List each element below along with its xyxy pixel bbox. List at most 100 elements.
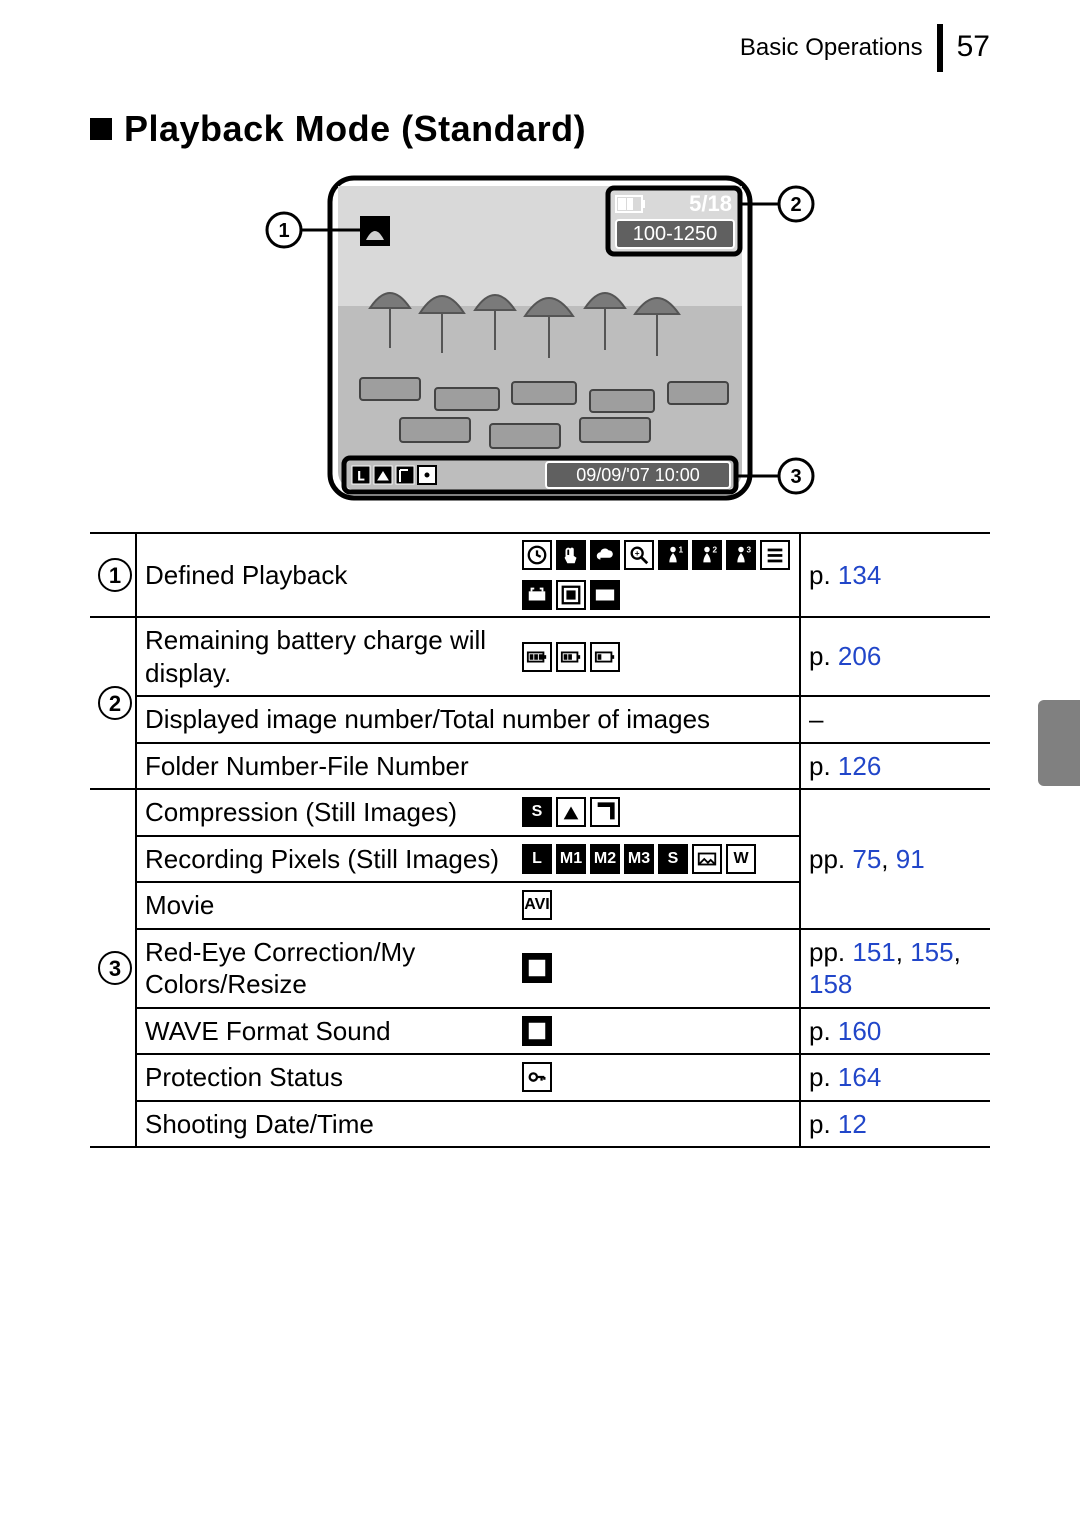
page-ref[interactable]: 126 bbox=[838, 751, 881, 781]
page-ref[interactable]: 158 bbox=[809, 969, 852, 999]
row-label: Shooting Date/Time bbox=[136, 1101, 800, 1148]
row-label: Recording Pixels (Still Images) bbox=[136, 836, 514, 883]
overlay-image-counter: 5/18 bbox=[689, 191, 732, 216]
side-tab bbox=[1038, 700, 1080, 786]
row-icons: LM1M2M3SW bbox=[514, 836, 800, 883]
page-ref: p. bbox=[809, 1109, 838, 1139]
page-ref: , bbox=[896, 937, 910, 967]
icon-row: LM1M2M3SW bbox=[522, 844, 791, 874]
table-row: Shooting Date/Timep. 12 bbox=[90, 1101, 990, 1148]
title-text: Playback Mode (Standard) bbox=[124, 108, 586, 150]
table-row: Displayed image number/Total number of i… bbox=[90, 696, 990, 743]
glyph-icon: L bbox=[522, 844, 552, 874]
page-ref[interactable]: 151 bbox=[852, 937, 895, 967]
table-row: Protection Statusp. 164 bbox=[90, 1054, 990, 1101]
page-header: Basic Operations 57 bbox=[90, 24, 990, 72]
svg-text:L: L bbox=[358, 469, 365, 483]
page-ref[interactable]: 91 bbox=[896, 844, 925, 874]
callout-2: 2 bbox=[790, 194, 801, 216]
info-table: 1Defined Playback+123p. 1342Remaining ba… bbox=[90, 532, 990, 1148]
row-icons bbox=[514, 1008, 800, 1055]
glyph-icon bbox=[760, 540, 790, 570]
glyph-icon: M1 bbox=[556, 844, 586, 874]
glyph-icon: 3 bbox=[726, 540, 756, 570]
page-ref[interactable]: 164 bbox=[838, 1062, 881, 1092]
table-row: Folder Number-File Numberp. 126 bbox=[90, 743, 990, 790]
row-page: p. 126 bbox=[800, 743, 990, 790]
row-number: 1 bbox=[90, 533, 136, 617]
glyph-icon: 2 bbox=[692, 540, 722, 570]
row-label: Remaining battery charge will display. bbox=[136, 617, 514, 696]
row-page: p. 160 bbox=[800, 1008, 990, 1055]
row-icons: S bbox=[514, 789, 800, 836]
page-ref: , bbox=[881, 844, 895, 874]
row-page: p. 134 bbox=[800, 533, 990, 617]
icon-row bbox=[522, 1062, 791, 1092]
icon-row: AVI bbox=[522, 890, 791, 920]
svg-text:3: 3 bbox=[747, 545, 752, 554]
icon-row bbox=[522, 1016, 791, 1046]
row-label: Compression (Still Images) bbox=[136, 789, 514, 836]
glyph-icon bbox=[556, 540, 586, 570]
overlay-datetime: 09/09/'07 10:00 bbox=[576, 465, 700, 485]
playback-diagram: 5/18 100-1250 L 09/09/'07 10:00 1 bbox=[260, 168, 820, 508]
header-divider bbox=[937, 24, 943, 72]
row-label: Defined Playback bbox=[136, 533, 514, 617]
glyph-icon bbox=[556, 642, 586, 672]
row-icons: AVI bbox=[514, 882, 800, 929]
glyph-icon bbox=[590, 797, 620, 827]
page-ref: – bbox=[809, 704, 823, 734]
row-icons bbox=[514, 1054, 800, 1101]
icon-row bbox=[522, 642, 791, 672]
icon-row: S bbox=[522, 797, 791, 827]
section-title: Playback Mode (Standard) bbox=[90, 108, 990, 150]
svg-text:+: + bbox=[635, 549, 640, 558]
glyph-icon bbox=[522, 953, 552, 983]
glyph-icon: AVI bbox=[522, 890, 552, 920]
table-row: 3Compression (Still Images)Spp. 75, 91 bbox=[90, 789, 990, 836]
glyph-icon bbox=[522, 642, 552, 672]
title-bullet-icon bbox=[90, 118, 112, 140]
row-page: pp. 151, 155, 158 bbox=[800, 929, 990, 1008]
svg-text:1: 1 bbox=[679, 545, 684, 554]
row-page: p. 206 bbox=[800, 617, 990, 696]
glyph-icon: + bbox=[624, 540, 654, 570]
page-ref[interactable]: 206 bbox=[838, 641, 881, 671]
glyph-icon bbox=[522, 1062, 552, 1092]
table-row: 1Defined Playback+123p. 134 bbox=[90, 533, 990, 617]
page-ref[interactable]: 12 bbox=[838, 1109, 867, 1139]
icon-row: +1 2 3 bbox=[522, 540, 791, 610]
row-number: 3 bbox=[90, 789, 136, 1147]
page-ref[interactable]: 134 bbox=[838, 560, 881, 590]
glyph-icon: 1 bbox=[658, 540, 688, 570]
page-ref: p. bbox=[809, 751, 838, 781]
svg-text:2: 2 bbox=[713, 545, 718, 554]
row-label: WAVE Format Sound bbox=[136, 1008, 514, 1055]
glyph-icon: W bbox=[726, 844, 756, 874]
callout-1: 1 bbox=[278, 220, 289, 242]
page-ref: pp. bbox=[809, 937, 852, 967]
page-number: 57 bbox=[957, 30, 990, 64]
page-ref: p. bbox=[809, 641, 838, 671]
page-ref[interactable]: 75 bbox=[852, 844, 881, 874]
row-label: Red-Eye Correction/My Colors/Resize bbox=[136, 929, 514, 1008]
glyph-icon: S bbox=[658, 844, 688, 874]
table-row: WAVE Format Sound p. 160 bbox=[90, 1008, 990, 1055]
glyph-icon: M2 bbox=[590, 844, 620, 874]
page-ref: p. bbox=[809, 560, 838, 590]
row-label: Displayed image number/Total number of i… bbox=[136, 696, 800, 743]
row-label: Movie bbox=[136, 882, 514, 929]
callout-3: 3 bbox=[790, 466, 801, 488]
row-page: p. 12 bbox=[800, 1101, 990, 1148]
page-ref[interactable]: 160 bbox=[838, 1016, 881, 1046]
glyph-icon bbox=[590, 642, 620, 672]
row-label: Folder Number-File Number bbox=[136, 743, 800, 790]
glyph-icon bbox=[522, 1016, 552, 1046]
row-page: pp. 75, 91 bbox=[800, 789, 990, 929]
section-label: Basic Operations bbox=[740, 34, 923, 62]
glyph-icon bbox=[556, 797, 586, 827]
table-row: 2Remaining battery charge will display.p… bbox=[90, 617, 990, 696]
row-label: Protection Status bbox=[136, 1054, 514, 1101]
page-ref[interactable]: 155 bbox=[910, 937, 953, 967]
page-ref: , bbox=[954, 937, 961, 967]
